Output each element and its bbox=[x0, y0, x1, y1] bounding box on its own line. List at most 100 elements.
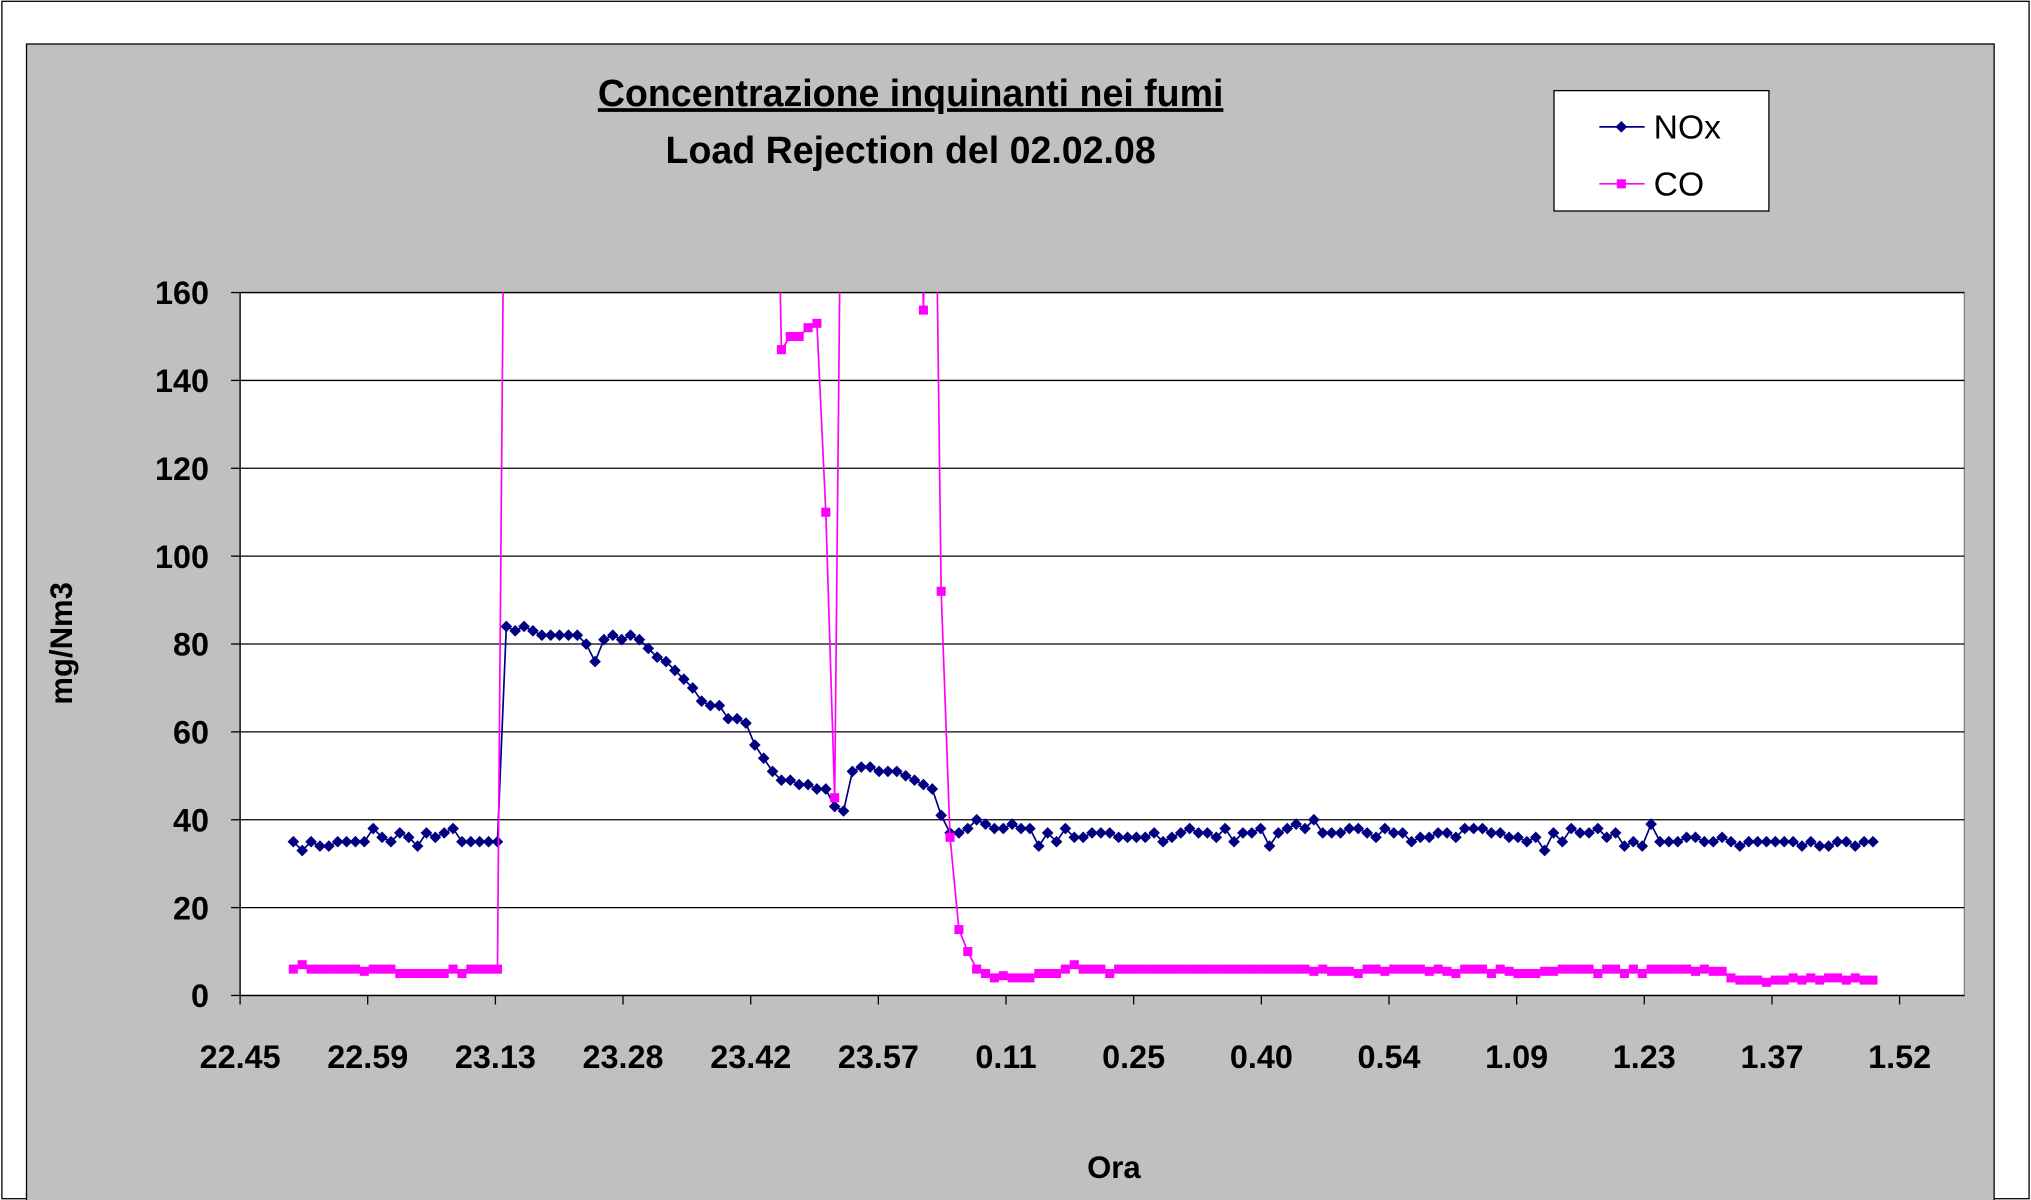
data-point bbox=[669, 664, 681, 677]
data-point bbox=[1788, 973, 1798, 983]
data-point bbox=[1016, 973, 1026, 983]
data-point bbox=[918, 305, 928, 315]
data-point bbox=[1654, 835, 1666, 848]
data-point bbox=[492, 964, 502, 974]
data-point bbox=[1263, 840, 1276, 852]
data-point bbox=[377, 964, 387, 974]
data-point bbox=[677, 673, 690, 685]
data-point bbox=[776, 345, 786, 355]
data-point bbox=[1717, 966, 1727, 976]
data-point bbox=[1130, 831, 1143, 844]
data-point bbox=[1193, 964, 1204, 974]
data-point bbox=[1245, 827, 1258, 839]
data-point bbox=[1211, 964, 1221, 974]
data-point bbox=[466, 964, 476, 974]
data-point bbox=[1522, 968, 1532, 979]
legend-label: CO bbox=[1654, 166, 1704, 203]
data-point bbox=[394, 827, 406, 839]
data-point bbox=[1850, 973, 1860, 983]
data-point bbox=[1540, 966, 1550, 976]
data-point bbox=[1105, 968, 1115, 979]
data-point bbox=[1583, 827, 1595, 839]
data-point bbox=[695, 695, 708, 707]
data-point bbox=[748, 739, 761, 751]
x-tick-label: 1.09 bbox=[1485, 1039, 1548, 1075]
data-point bbox=[1655, 964, 1665, 974]
data-point bbox=[1513, 968, 1523, 979]
data-point bbox=[731, 712, 743, 725]
data-point bbox=[1256, 964, 1266, 974]
data-point bbox=[1379, 822, 1391, 835]
data-point bbox=[998, 971, 1008, 981]
data-point bbox=[1797, 975, 1807, 985]
data-point bbox=[1334, 827, 1347, 839]
legend: NOx CO bbox=[1553, 89, 1770, 212]
data-point bbox=[1396, 827, 1409, 839]
legend-box bbox=[1553, 89, 1770, 212]
data-point bbox=[368, 964, 378, 974]
data-point bbox=[1574, 827, 1586, 839]
data-point bbox=[1556, 835, 1569, 848]
data-point bbox=[376, 831, 388, 844]
data-point bbox=[1380, 966, 1390, 976]
data-point bbox=[386, 964, 396, 974]
data-point bbox=[333, 964, 343, 974]
data-point bbox=[1868, 975, 1878, 985]
data-point bbox=[1167, 964, 1177, 974]
x-tick-label: 23.13 bbox=[455, 1039, 536, 1075]
data-point bbox=[465, 835, 477, 848]
data-point bbox=[1584, 964, 1594, 974]
x-tick-label: 22.59 bbox=[327, 1039, 408, 1075]
legend-label: NOx bbox=[1654, 110, 1721, 147]
data-point bbox=[287, 835, 300, 848]
data-point bbox=[1450, 831, 1462, 844]
y-tick-label: 80 bbox=[173, 627, 209, 663]
data-point bbox=[794, 331, 804, 342]
y-tick-label: 40 bbox=[173, 802, 209, 838]
data-point bbox=[837, 805, 850, 817]
data-point bbox=[1361, 827, 1373, 839]
data-point bbox=[1112, 831, 1125, 844]
data-point bbox=[785, 331, 795, 342]
data-point bbox=[1503, 831, 1515, 844]
data-point bbox=[624, 629, 637, 642]
data-point bbox=[1726, 973, 1736, 983]
data-point bbox=[296, 844, 309, 857]
data-point bbox=[1122, 964, 1133, 974]
data-point bbox=[395, 968, 405, 979]
data-point bbox=[1671, 835, 1684, 848]
data-point bbox=[1806, 973, 1816, 983]
data-point bbox=[1521, 835, 1533, 848]
data-point bbox=[1291, 964, 1301, 974]
data-point bbox=[358, 835, 371, 848]
data-point bbox=[1477, 964, 1488, 974]
data-point bbox=[1007, 973, 1017, 983]
data-point bbox=[429, 831, 442, 844]
data-point bbox=[1600, 831, 1613, 844]
x-tick-label: 0.25 bbox=[1102, 1039, 1165, 1075]
data-point bbox=[1060, 964, 1070, 974]
data-point bbox=[1103, 827, 1116, 839]
data-point bbox=[1424, 966, 1434, 976]
data-point bbox=[1805, 835, 1817, 848]
data-point bbox=[1531, 968, 1541, 979]
data-point bbox=[1210, 831, 1223, 844]
data-point bbox=[1849, 840, 1862, 852]
data-point bbox=[421, 968, 431, 979]
data-point bbox=[1815, 975, 1825, 985]
x-tick-label: 1.23 bbox=[1613, 1039, 1676, 1075]
data-point bbox=[1770, 975, 1780, 985]
data-point bbox=[1602, 964, 1612, 974]
data-point bbox=[305, 835, 317, 848]
data-point bbox=[1611, 964, 1621, 974]
data-point bbox=[989, 973, 999, 983]
data-point bbox=[1442, 966, 1452, 976]
data-point bbox=[1858, 835, 1870, 848]
data-point bbox=[1451, 968, 1461, 979]
x-tick-label: 0.54 bbox=[1357, 1039, 1420, 1075]
data-point bbox=[1140, 964, 1150, 974]
data-point bbox=[704, 699, 717, 712]
data-point bbox=[1335, 966, 1346, 976]
data-point bbox=[766, 765, 779, 778]
data-point bbox=[349, 835, 362, 848]
